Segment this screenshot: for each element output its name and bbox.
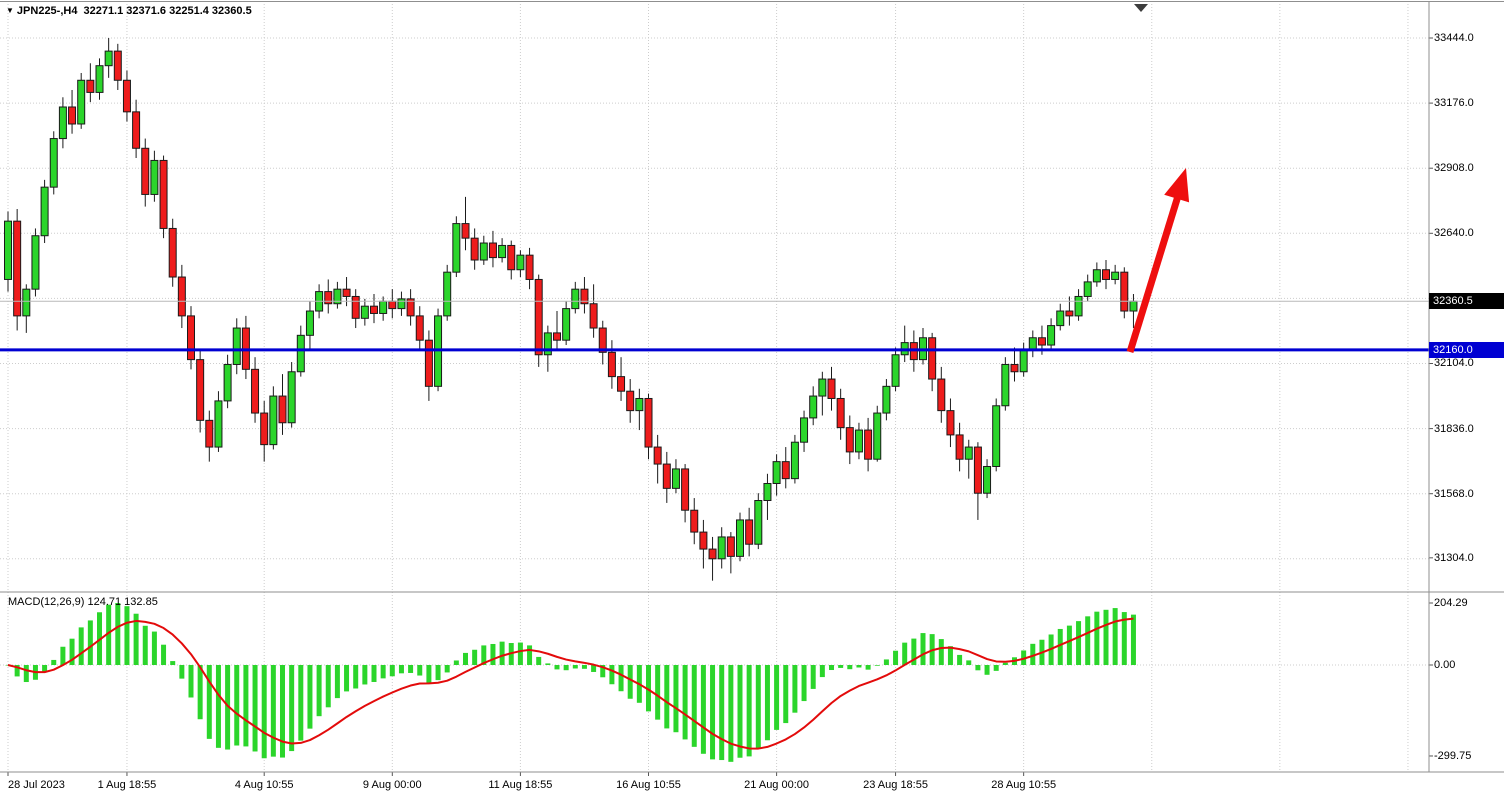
hline-price-box: 32160.0 — [1429, 341, 1504, 358]
macd-tick-label: -299.75 — [1434, 749, 1472, 762]
time-tick-label: 11 Aug 18:55 — [488, 779, 553, 791]
current-price-box: 32360.5 — [1429, 293, 1504, 310]
gridlines — [0, 4, 1429, 770]
trend-arrow-head[interactable] — [1164, 168, 1190, 203]
macd-tick-label: 0.00 — [1434, 659, 1456, 671]
shift-marker-icon[interactable] — [1134, 4, 1148, 12]
macd-indicator-label: MACD(12,26,9) 124.71 132.85 — [8, 596, 158, 608]
macd-tick-label: 204.29 — [1434, 596, 1468, 609]
price-tick-label: 31304.0 — [1434, 551, 1474, 564]
price-tick-label: 31836.0 — [1434, 422, 1474, 435]
macd-signal-line — [7, 617, 1134, 750]
time-tick-label: 1 Aug 18:55 — [97, 779, 157, 791]
price-tick-label: 33176.0 — [1434, 97, 1474, 110]
price-tick-label: 31568.0 — [1434, 487, 1474, 500]
trend-arrow-shaft[interactable] — [1126, 194, 1182, 354]
symbol-ohlc-header: ▼ JPN225-,H4 32271.1 32371.6 32251.4 32360… — [6, 5, 252, 17]
time-tick-label: 21 Aug 00:00 — [744, 779, 810, 791]
time-tick-label: 28 Jul 2023 — [8, 779, 65, 791]
macd-histogram — [5, 603, 1136, 762]
price-tick-label: 32104.0 — [1434, 357, 1474, 370]
time-tick-label: 9 Aug 00:00 — [362, 779, 422, 791]
time-tick-label: 23 Aug 18:55 — [863, 779, 928, 791]
axis-tick-marks — [7, 37, 1433, 776]
price-tick-label: 33444.0 — [1434, 32, 1474, 44]
time-tick-label: 28 Aug 10:55 — [991, 779, 1057, 791]
current-price-value: 32360.5 — [1433, 295, 1473, 308]
symbol-period-label: JPN225-,H4 — [16, 5, 78, 17]
symbol-marker-icon: ▼ — [6, 6, 14, 15]
price-tick-label: 32640.0 — [1434, 227, 1474, 240]
time-tick-label: 16 Aug 10:55 — [616, 779, 681, 791]
candles — [4, 38, 1138, 581]
hline-price-value: 32160.0 — [1433, 343, 1473, 356]
price-tick-label: 32908.0 — [1434, 162, 1474, 175]
ohlc-values: 32271.1 32371.6 32251.4 32360.5 — [83, 5, 252, 17]
time-tick-label: 4 Aug 10:55 — [234, 779, 294, 791]
